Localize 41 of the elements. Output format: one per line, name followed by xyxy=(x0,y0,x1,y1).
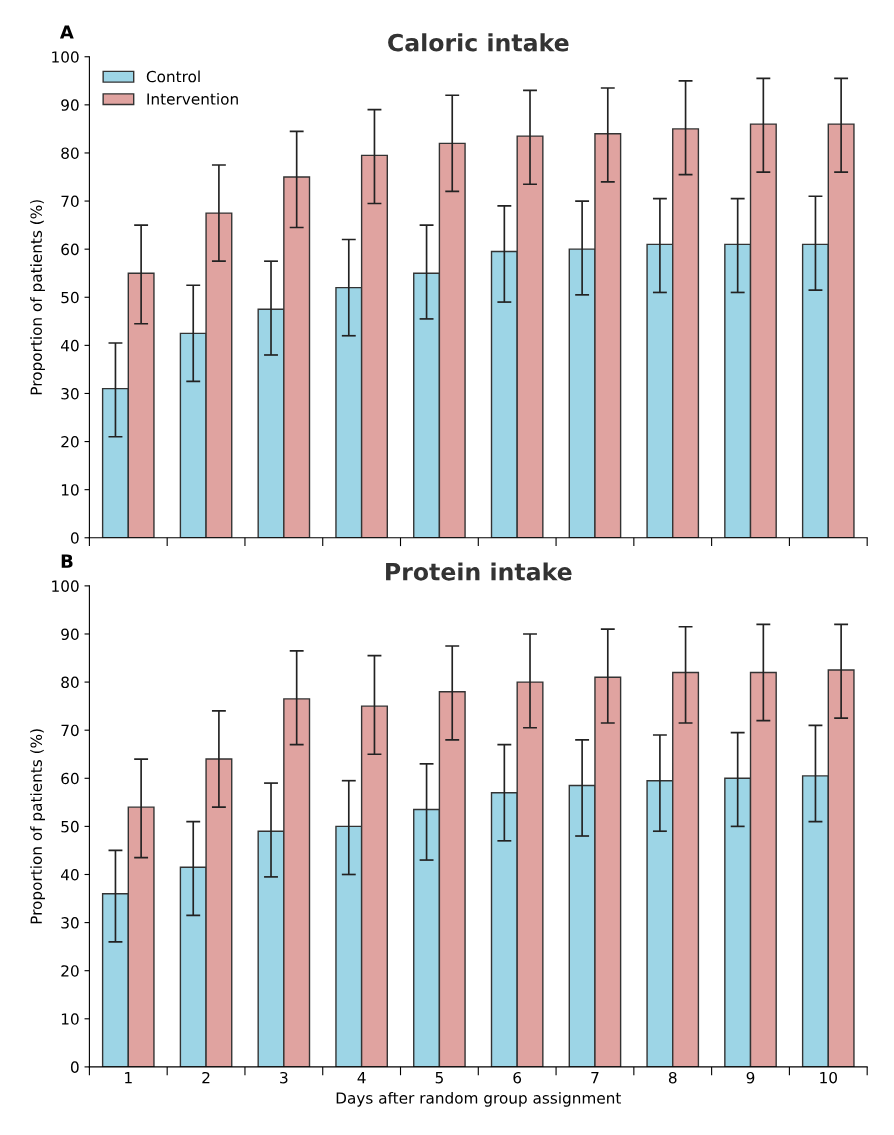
chart-title: Caloric intake xyxy=(388,33,569,52)
legend-label: Intervention xyxy=(147,92,238,105)
y-tick-label: 10 xyxy=(61,1013,79,1025)
x-tick-label: 3 xyxy=(280,1071,288,1084)
x-axis-title: Days after random group assignment xyxy=(336,1091,622,1107)
chart-title: Protein intake xyxy=(386,562,572,581)
y-tick-label: 20 xyxy=(61,436,79,448)
y-tick-label: 20 xyxy=(61,965,79,977)
legend-label: Control xyxy=(146,70,200,83)
y-tick-label: 70 xyxy=(61,195,79,208)
y-tick-label: 90 xyxy=(61,99,79,111)
y-tick-label: 10 xyxy=(61,484,79,496)
y-tick-label: 40 xyxy=(60,868,79,881)
text: B xyxy=(61,554,73,568)
y-tick-label: 60 xyxy=(61,243,79,256)
x-tick-label: 6 xyxy=(513,1071,522,1084)
y-tick-label: 60 xyxy=(61,772,79,785)
x-tick-label: 10 xyxy=(820,1071,837,1084)
x-tick-label: 2 xyxy=(202,1071,210,1084)
y-tick-label: 30 xyxy=(61,387,79,400)
text: A xyxy=(59,25,74,39)
y-tick-label: 50 xyxy=(61,820,79,833)
y-tick-label: 50 xyxy=(61,291,79,304)
x-tick-label: 1 xyxy=(125,1072,132,1084)
y-tick-label: 40 xyxy=(60,339,79,352)
y-tick-label: 0 xyxy=(70,1061,79,1073)
y-axis-title: Proportion of patients (%) xyxy=(30,200,45,395)
y-tick-label: 100 xyxy=(52,580,79,592)
y-tick-label: 80 xyxy=(61,147,79,159)
y-tick-label: 0 xyxy=(70,532,79,544)
y-tick-label: 100 xyxy=(52,51,79,63)
y-axis-title: Proportion of patients (%) xyxy=(30,729,45,924)
y-tick-label: 90 xyxy=(61,628,79,640)
x-tick-label: 8 xyxy=(668,1071,677,1084)
x-tick-label: 4 xyxy=(357,1072,366,1084)
y-tick-label: 70 xyxy=(61,724,79,737)
x-tick-label: 9 xyxy=(746,1071,755,1084)
y-tick-label: 30 xyxy=(61,917,79,929)
x-tick-label: 7 xyxy=(591,1072,599,1084)
y-tick-label: 80 xyxy=(61,676,79,689)
x-tick-label: 5 xyxy=(435,1072,443,1084)
